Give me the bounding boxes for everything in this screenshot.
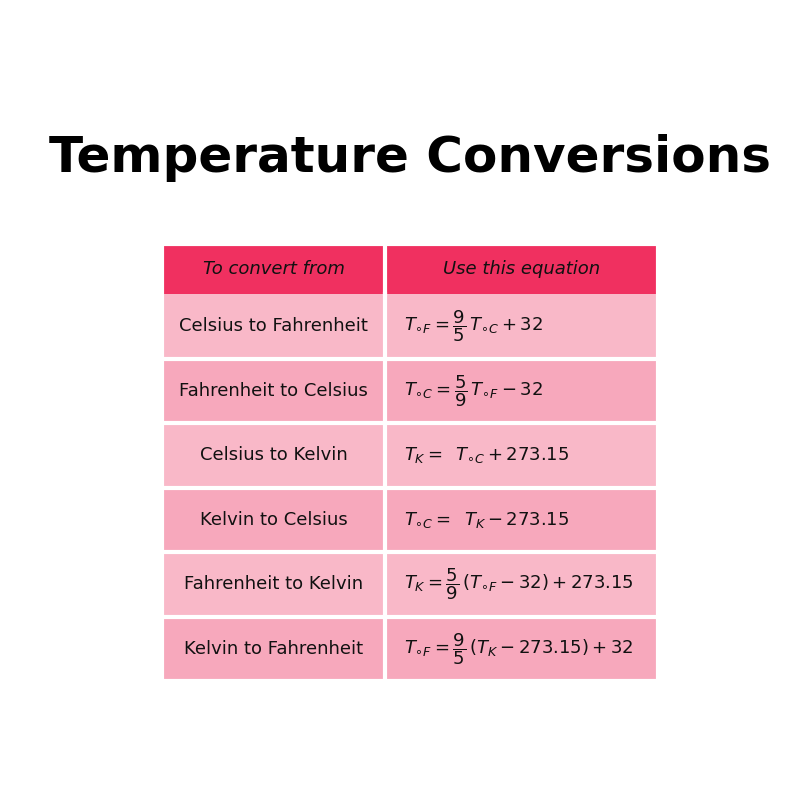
Bar [162,358,386,423]
Bar [162,617,386,682]
Bar [162,423,386,488]
Text: Celsius to Fahrenheit: Celsius to Fahrenheit [179,318,368,335]
Text: $T_{K} =\;\; T_{\circ C} + 273.15$: $T_{K} =\;\; T_{\circ C} + 273.15$ [404,446,569,466]
Text: Kelvin to Celsius: Kelvin to Celsius [200,511,347,529]
Bar [386,552,658,617]
Text: $T_{\circ C} = \dfrac{5}{9}\, T_{\circ F} - 32$: $T_{\circ C} = \dfrac{5}{9}\, T_{\circ F… [404,373,542,409]
Bar [386,294,658,358]
Text: $T_{\circ F} = \dfrac{9}{5}\, T_{\circ C} + 32$: $T_{\circ F} = \dfrac{9}{5}\, T_{\circ C… [404,309,542,344]
Text: $T_{\circ C} =\;\; T_{K} - 273.15$: $T_{\circ C} =\;\; T_{K} - 273.15$ [404,510,569,530]
Bar [162,244,658,294]
Bar [162,488,386,552]
Text: Fahrenheit to Kelvin: Fahrenheit to Kelvin [184,575,363,594]
Text: To convert from: To convert from [202,260,345,278]
Text: $T_{K} = \dfrac{5}{9}\,( T_{\circ F} - 32) +273.15$: $T_{K} = \dfrac{5}{9}\,( T_{\circ F} - 3… [404,566,634,602]
Text: Celsius to Kelvin: Celsius to Kelvin [200,446,347,465]
Bar [386,488,658,552]
Text: Use this equation: Use this equation [443,260,600,278]
Bar [386,358,658,423]
Bar [386,617,658,682]
Text: $T_{\circ F} = \dfrac{9}{5}\,( T_{K} - 273.15) + 32$: $T_{\circ F} = \dfrac{9}{5}\,( T_{K} - 2… [404,631,634,666]
Bar [162,294,386,358]
Text: Temperature Conversions: Temperature Conversions [49,134,771,182]
Text: Fahrenheit to Celsius: Fahrenheit to Celsius [179,382,368,400]
Bar [162,552,386,617]
Bar [386,423,658,488]
Text: Kelvin to Fahrenheit: Kelvin to Fahrenheit [184,640,363,658]
